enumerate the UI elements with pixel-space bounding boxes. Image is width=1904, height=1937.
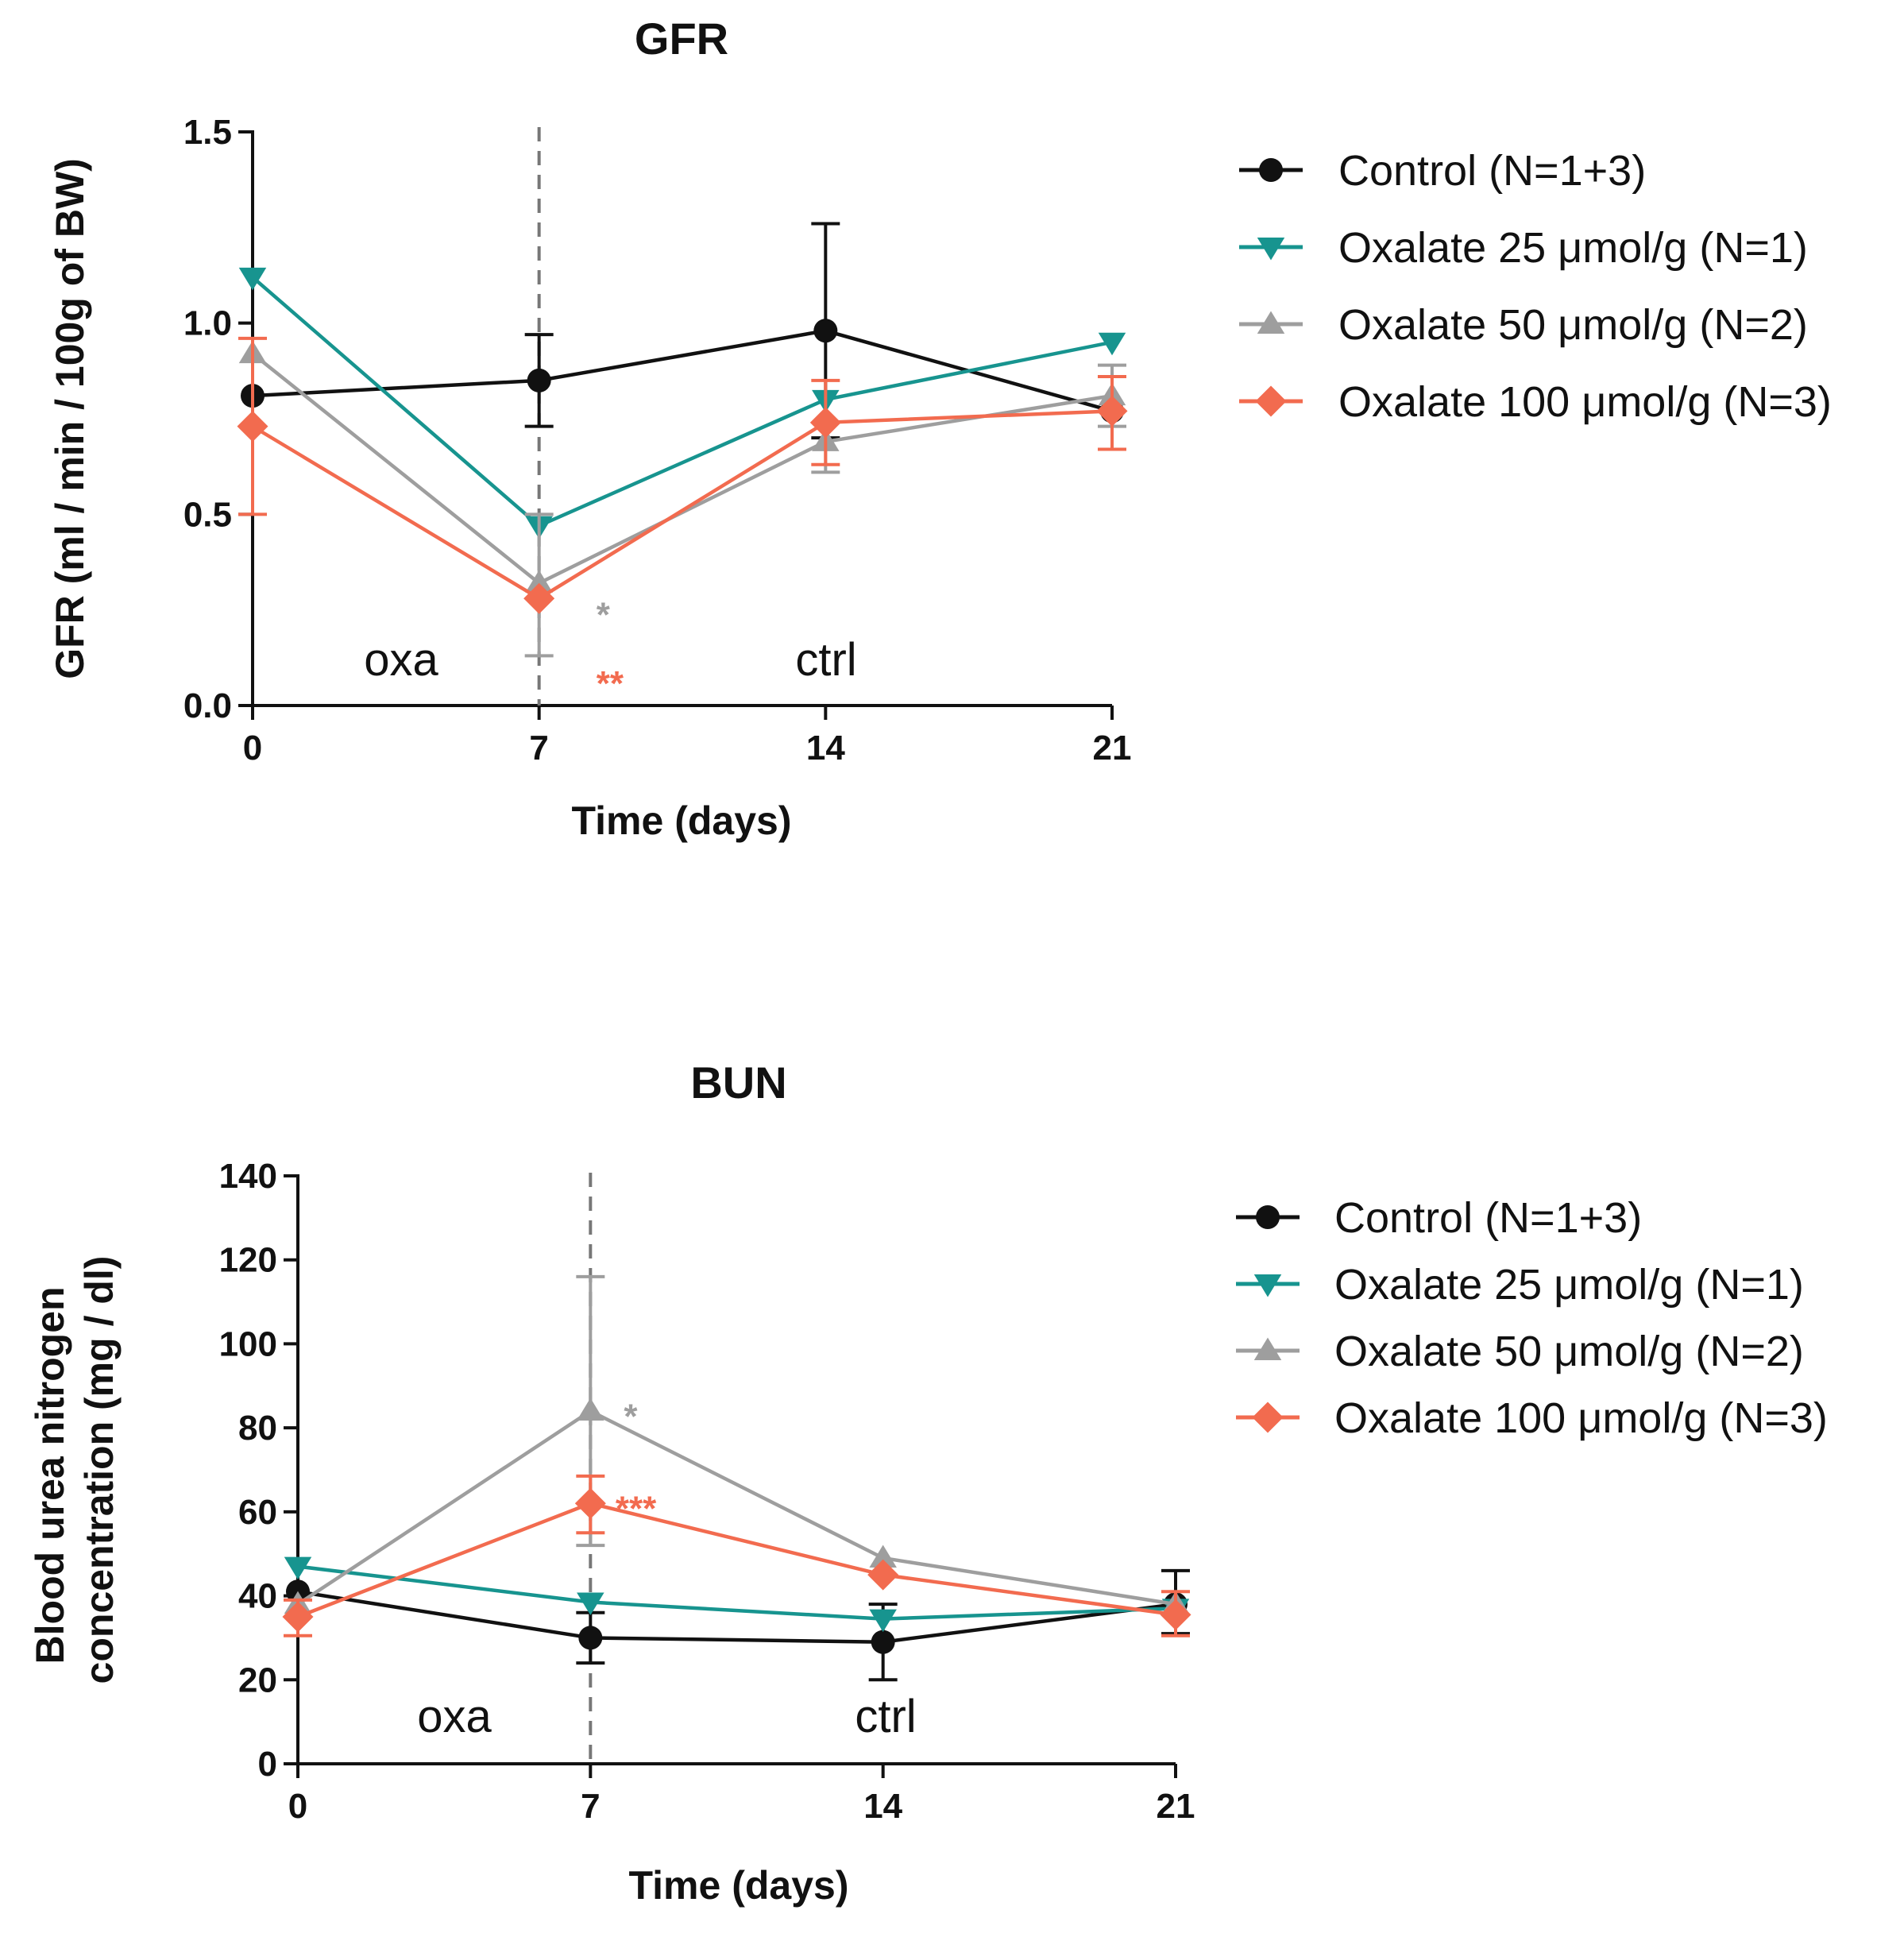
bun-data-point xyxy=(282,1601,314,1633)
bun-chart: BUN Time (days) Blood urea nitrogen conc… xyxy=(28,1057,1828,1908)
bun-data-point xyxy=(869,1545,897,1568)
bun-legend-item-control-n-1-3: Control (N=1+3) xyxy=(1236,1194,1642,1242)
bun-series-line xyxy=(297,1501,1176,1619)
bun-legend-swatch-marker xyxy=(1253,1274,1282,1297)
bun-legend-item-oxalate-25-mol-g-n-1: Oxalate 25 μmol/g (N=1) xyxy=(1236,1261,1804,1309)
bun-legend-swatch-marker xyxy=(1256,1205,1280,1229)
gfr-legend-label: Oxalate 100 μmol/g (N=3) xyxy=(1338,378,1832,426)
gfr-legend-label: Oxalate 50 μmol/g (N=2) xyxy=(1338,301,1808,349)
gfr-legend-label: Oxalate 25 μmol/g (N=1) xyxy=(1338,224,1808,272)
bun-x-tick-label: 14 xyxy=(863,1787,902,1826)
bun-legend-item-oxalate-50-mol-g-n-2: Oxalate 50 μmol/g (N=2) xyxy=(1236,1328,1804,1375)
bun-data-point xyxy=(1160,1599,1191,1630)
bun-legend: Control (N=1+3) Oxalate 25 μmol/g (N=1) Ox… xyxy=(1236,1194,1828,1442)
bun-y-axis-label-line-1: Blood urea nitrogen xyxy=(28,1286,72,1664)
gfr-legend-label: Control (N=1+3) xyxy=(1338,147,1646,195)
gfr-x-tick-label: 0 xyxy=(243,729,262,767)
bun-x-tick-label: 21 xyxy=(1157,1787,1195,1826)
bun-period-label-ctrl: ctrl xyxy=(855,1691,916,1742)
gfr-y-tick-label: 0.0 xyxy=(183,686,232,725)
bun-series-control-n-1-3 xyxy=(286,1568,1190,1682)
bun-x-axis-label: Time (days) xyxy=(629,1863,849,1908)
bun-legend-label: Control (N=1+3) xyxy=(1334,1194,1642,1242)
bun-legend-item-oxalate-100-mol-g-n-3: Oxalate 100 μmol/g (N=3) xyxy=(1236,1394,1828,1442)
bun-y-tick-label: 40 xyxy=(238,1577,277,1616)
gfr-legend-swatch-marker xyxy=(1259,158,1283,182)
bun-data-point xyxy=(284,1556,312,1580)
gfr-legend-item-control-n-1-3: Control (N=1+3) xyxy=(1239,147,1646,195)
gfr-significance-marker: * xyxy=(597,595,611,634)
bun-series-oxalate-100-mol-g-n-3 xyxy=(282,1474,1191,1637)
bun-series-line xyxy=(297,1564,1176,1621)
gfr-chart: GFR Time (days) GFR (ml / min / 100g of … xyxy=(48,14,1832,843)
bun-y-tick-label: 80 xyxy=(238,1409,277,1448)
bun-data-point xyxy=(574,1487,606,1519)
gfr-period-label-ctrl: ctrl xyxy=(795,634,856,686)
bun-y-tick-label: 60 xyxy=(238,1493,277,1532)
gfr-legend-swatch-marker xyxy=(1257,311,1285,334)
gfr-legend-swatch-marker xyxy=(1255,385,1287,417)
bun-y-tick-label: 140 xyxy=(219,1157,277,1196)
gfr-y-tick-label: 0.5 xyxy=(183,495,232,534)
bun-x-tick-label: 7 xyxy=(581,1787,600,1826)
bun-data-point xyxy=(578,1626,603,1650)
gfr-data-point xyxy=(525,570,553,593)
bun-y-tick-label: 100 xyxy=(219,1324,277,1363)
bun-data-point xyxy=(577,1592,604,1615)
bun-series-line xyxy=(297,1590,1176,1644)
bun-x-tick-label: 0 xyxy=(288,1787,307,1826)
bun-data-point xyxy=(871,1630,895,1654)
gfr-series-line xyxy=(251,409,1113,601)
bun-data-point xyxy=(577,1398,604,1421)
gfr-legend-item-oxalate-50-mol-g-n-2: Oxalate 50 μmol/g (N=2) xyxy=(1239,301,1808,349)
bun-legend-label: Oxalate 50 μmol/g (N=2) xyxy=(1334,1328,1804,1375)
bun-y-tick-label: 20 xyxy=(238,1661,277,1699)
gfr-legend: Control (N=1+3) Oxalate 25 μmol/g (N=1) Ox… xyxy=(1239,147,1832,426)
bun-period-label-oxa: oxa xyxy=(417,1691,492,1742)
bun-chart-title: BUN xyxy=(690,1057,786,1108)
bun-legend-label: Oxalate 25 μmol/g (N=1) xyxy=(1334,1261,1804,1309)
bun-series-line xyxy=(296,1409,1176,1606)
gfr-series-line xyxy=(251,276,1113,528)
gfr-data-point xyxy=(237,411,268,443)
gfr-y-axis-label: GFR (ml / min / 100g of BW) xyxy=(48,158,92,679)
gfr-y-tick-label: 1.5 xyxy=(183,113,232,152)
gfr-significance-marker: ** xyxy=(597,664,624,703)
gfr-data-point xyxy=(813,319,838,343)
gfr-chart-title: GFR xyxy=(635,14,728,64)
gfr-legend-item-oxalate-25-mol-g-n-1: Oxalate 25 μmol/g (N=1) xyxy=(1239,224,1808,272)
bun-y-axis-label: Blood urea nitrogen concentration (mg / … xyxy=(28,1256,122,1684)
bun-y-tick-label: 120 xyxy=(219,1241,277,1280)
gfr-series-oxalate-100-mol-g-n-3 xyxy=(237,336,1128,614)
gfr-y-tick-label: 1.0 xyxy=(183,304,232,343)
gfr-legend-swatch-marker xyxy=(1257,238,1285,261)
gfr-data-point xyxy=(523,582,555,614)
bun-data-point xyxy=(869,1609,897,1633)
gfr-x-tick-label: 7 xyxy=(529,729,548,767)
bun-legend-label: Oxalate 100 μmol/g (N=3) xyxy=(1334,1394,1828,1442)
gfr-x-tick-label: 21 xyxy=(1093,729,1132,767)
gfr-data-point xyxy=(527,368,551,392)
gfr-x-tick-label: 14 xyxy=(806,729,845,767)
bun-significance-marker: * xyxy=(624,1397,638,1436)
gfr-legend-item-oxalate-100-mol-g-n-3: Oxalate 100 μmol/g (N=3) xyxy=(1239,378,1832,426)
bun-significance-marker: *** xyxy=(616,1490,657,1529)
bun-legend-swatch-marker xyxy=(1252,1402,1284,1433)
gfr-x-axis-label: Time (days) xyxy=(572,798,792,843)
gfr-data-point xyxy=(1096,395,1128,427)
gfr-data-point xyxy=(238,267,267,291)
bun-y-tick-label: 0 xyxy=(258,1745,277,1784)
gfr-period-label-oxa: oxa xyxy=(364,634,438,686)
bun-data-point xyxy=(867,1559,899,1591)
bun-legend-swatch-marker xyxy=(1253,1337,1282,1360)
bun-y-axis-label-line-2: concentration (mg / dl) xyxy=(77,1256,122,1684)
gfr-data-point xyxy=(1098,332,1126,356)
gfr-data-point xyxy=(809,407,841,439)
